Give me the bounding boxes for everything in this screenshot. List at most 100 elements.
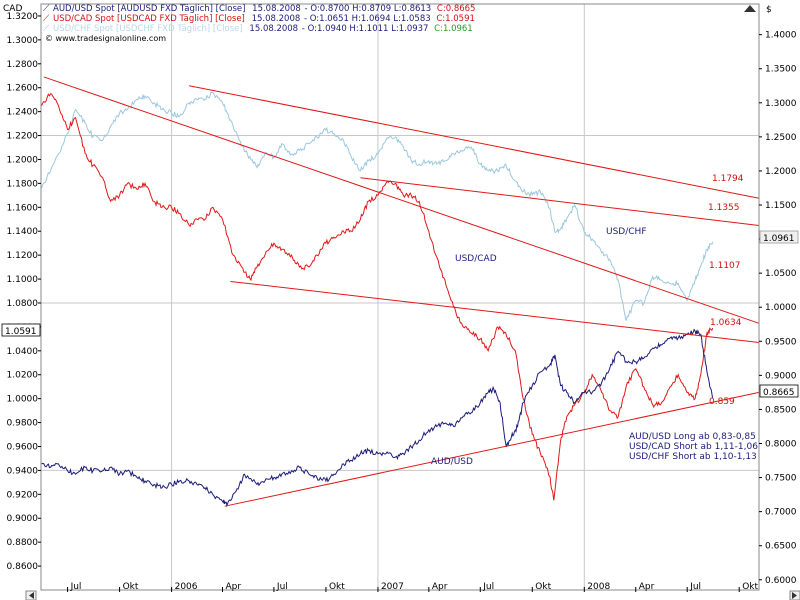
right-tick-label: 1.0500: [765, 269, 797, 279]
left-axis-label: CAD: [3, 4, 22, 14]
right-axis-label: $: [766, 5, 772, 15]
level-0634-label: 1.0634: [710, 318, 742, 328]
left-tick-label: 1.1800: [7, 179, 39, 189]
left-tick-label: 1.2200: [7, 132, 39, 142]
trade-notes: AUD/USD Long ab 0,83-0,85 USD/CAD Short …: [629, 432, 758, 462]
note-line-3: USD/CHF Short ab 1,10-1,13: [629, 452, 757, 462]
x-tick-label: Jul: [70, 582, 82, 592]
legend-usdcad-date: 15.08.2008: [252, 14, 301, 24]
right-tick-label: 0.9000: [765, 371, 797, 381]
trendline-5[interactable]: [224, 391, 760, 507]
left-current-value-box: 1.0591: [1, 323, 41, 337]
scroll-right-arrow-icon: [792, 592, 797, 599]
level-1355-label: 1.1355: [708, 203, 740, 213]
x-tick-label: Jul: [276, 582, 288, 592]
usdcad-label: USD/CAD: [455, 254, 497, 264]
svg-text:USD/CHF Spot [USDCHF FXD Tägli: USD/CHF Spot [USDCHF FXD Täglich] [Close…: [53, 24, 473, 34]
series-layer: [41, 91, 714, 508]
left-tick-label: 0.9200: [7, 490, 39, 500]
right-usdchf-value-box: 1.0961: [759, 230, 799, 244]
left-tick-label: 1.0000: [7, 395, 39, 405]
x-tick-label: 2006: [175, 582, 198, 592]
svg-text:USD/CAD Spot [USDCAD FXD Tägli: USD/CAD Spot [USDCAD FXD Täglich] [Close…: [53, 14, 475, 24]
right-tick-label: 1.0000: [765, 303, 797, 313]
series-line-audusd: [41, 328, 714, 508]
left-tick-label: 1.2000: [7, 155, 39, 165]
audusd-label: AUD/USD: [431, 457, 473, 467]
left-tick-label: 1.2600: [7, 84, 39, 94]
x-tick-label: 2007: [381, 582, 404, 592]
right-tick-label: 1.1500: [765, 201, 797, 211]
x-tick-label: Apr: [225, 582, 241, 592]
left-tick-label: 1.0400: [7, 347, 39, 357]
right-tick-label: 1.4000: [765, 31, 797, 41]
right-tick-label: 0.7000: [765, 508, 797, 518]
left-tick-label: 0.9000: [7, 514, 39, 524]
trendlines-layer: [43, 76, 760, 507]
x-axis-ticks: Jul Okt 2006 Apr Jul Okt 2007 Apr Jul Okt 2008 Apr J…: [67, 582, 759, 592]
series-line-usdchf: [41, 91, 714, 321]
trendline-4[interactable]: [360, 177, 760, 226]
legend-usdchf-date: 15.08.2008: [249, 24, 298, 34]
left-tick-label: 0.8800: [7, 538, 39, 548]
legend-usdcad-ohlc: O:1.0651 H:1.0694 L:1.0583: [310, 14, 431, 24]
usdchf-label: USD/CHF: [606, 227, 647, 237]
trendline-1[interactable]: [43, 76, 760, 324]
x-tick-label: 2008: [587, 582, 610, 592]
x-tick-label: Apr: [432, 582, 448, 592]
right-tick-label: 0.9500: [765, 337, 797, 347]
right-tick-label: 1.3000: [765, 99, 797, 109]
trendline-2[interactable]: [230, 280, 760, 343]
legend-usdchf-name: USD/CHF Spot [USDCHF FXD Täglich] [Close…: [53, 24, 243, 34]
legend-audusd-close: C:0.8665: [437, 4, 476, 14]
left-tick-label: 1.1200: [7, 251, 39, 261]
x-tick-label: Okt: [742, 582, 758, 592]
right-audusd-value-box: 0.8665: [759, 384, 799, 398]
legend-usdchf-close: C:1.0961: [434, 24, 473, 34]
x-tick-label: Okt: [329, 582, 345, 592]
left-current-value: 1.0591: [5, 327, 37, 337]
svg-text:AUD/USD Spot [AUDUSD FXD Tägli: AUD/USD Spot [AUDUSD FXD Täglich] [Close…: [53, 4, 475, 14]
legend-usdcad-icon: ⟋: [43, 14, 50, 24]
legend-usdcad-close: C:1.0591: [436, 14, 475, 24]
legend-usdchf-icon: ⟋: [43, 24, 50, 34]
level-859-label: 0.859: [709, 397, 735, 407]
x-tick-label: Jul: [689, 582, 701, 592]
x-tick-label: Apr: [639, 582, 655, 592]
left-tick-label: 0.9800: [7, 419, 39, 429]
left-tick-label: 1.2800: [7, 60, 39, 70]
right-tick-label: 1.2500: [765, 133, 797, 143]
right-tick-label: 0.7500: [765, 474, 797, 484]
copyright-text: © www.tradesignalonline.com: [45, 34, 166, 43]
x-tick-label: Okt: [123, 582, 139, 592]
right-usdchf-value: 1.0961: [763, 234, 795, 244]
x-tick-label: Okt: [535, 582, 551, 592]
legend-audusd-ohlc: O:0.8700 H:0.8709 L:0.8613: [310, 4, 431, 14]
level-1107-label: 1.1107: [709, 261, 741, 271]
left-tick-label: 1.3000: [7, 36, 39, 46]
left-tick-label: 1.0800: [7, 299, 39, 309]
left-tick-label: 0.9600: [7, 442, 39, 452]
right-axis-ticks: 0.6000 0.6500 0.7000 0.7500 0.8000 0.8500 0.90…: [759, 31, 797, 586]
scroll-up-arrow-icon[interactable]: [744, 5, 756, 12]
legend-audusd-icon: ⟋: [43, 4, 50, 14]
left-tick-label: 1.0200: [7, 371, 39, 381]
trendline-3[interactable]: [189, 85, 760, 199]
legend-entry-usdchf: ⟋ USD/CHF Spot [USDCHF FXD Täglich] [Clo…: [43, 24, 473, 34]
right-tick-label: 1.3500: [765, 65, 797, 75]
level-1794-label: 1.1794: [712, 174, 744, 184]
legend-audusd-name: AUD/USD Spot [AUDUSD FXD Täglich] [Close…: [53, 4, 245, 14]
right-audusd-value: 0.8665: [763, 388, 795, 398]
left-tick-label: 0.8600: [7, 562, 39, 572]
left-tick-label: 1.1400: [7, 227, 39, 237]
legend-audusd-date: 15.08.2008: [252, 4, 301, 14]
left-tick-label: 1.1600: [7, 203, 39, 213]
x-tick-label: Jul: [482, 582, 494, 592]
legend-entry-usdcad: ⟋ USD/CAD Spot [USDCAD FXD Täglich] [Clo…: [43, 14, 475, 24]
right-tick-label: 1.2000: [765, 167, 797, 177]
note-line-2: USD/CAD Short ab 1,11-1,06: [629, 442, 758, 452]
grid-lines: [41, 4, 759, 590]
left-axis-ticks: 0.8600 0.8800 0.9000 0.9200 0.9400 0.9600 0.98…: [7, 12, 41, 572]
plot-frame: [40, 3, 760, 591]
